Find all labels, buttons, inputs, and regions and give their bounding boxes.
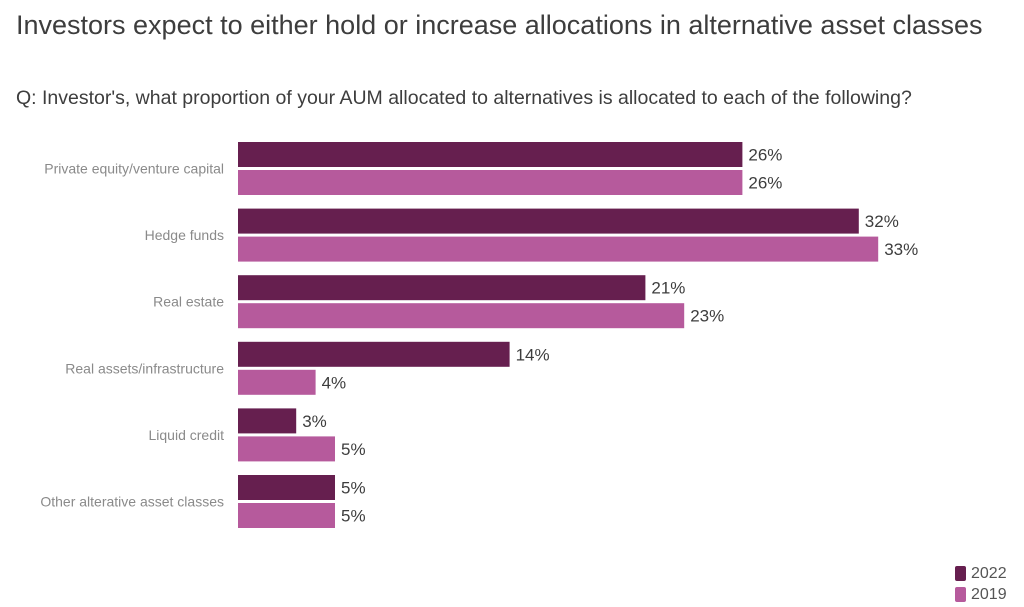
chart-title: Investors expect to either hold or incre… bbox=[16, 10, 983, 40]
chart-subtitle: Q: Investor's, what proportion of your A… bbox=[16, 87, 912, 109]
legend-item-2019: 2019 bbox=[955, 584, 1007, 605]
bars bbox=[238, 142, 879, 528]
bar-2019-real-assets-infrastructure bbox=[238, 369, 316, 395]
category-labels: Private equity/venture capital Hedge fund… bbox=[40, 161, 224, 510]
legend-swatch-2019 bbox=[955, 587, 966, 602]
bar-2022-real-estate bbox=[238, 275, 646, 301]
category-label-real-estate: Real estate bbox=[153, 294, 224, 310]
value-label-2022-real-estate: 21% bbox=[651, 279, 685, 298]
value-label-2022-other-alterative-asset-classes: 5% bbox=[341, 479, 366, 498]
value-label-2022-liquid-credit: 3% bbox=[302, 412, 327, 431]
value-label-2022-hedge-funds: 32% bbox=[865, 212, 899, 231]
bar-2022-real-assets-infrastructure bbox=[238, 341, 510, 367]
bar-2019-real-estate bbox=[238, 303, 685, 329]
category-label-real-assets-infrastructure: Real assets/infrastructure bbox=[65, 360, 224, 376]
value-label-2022-private-equity-venture-capital: 26% bbox=[748, 146, 782, 165]
bar-2019-other-alterative-asset-classes bbox=[238, 503, 335, 528]
category-label-liquid-credit: Liquid credit bbox=[149, 427, 225, 443]
value-label-2019-private-equity-venture-capital: 26% bbox=[748, 174, 782, 193]
bar-2019-hedge-funds bbox=[238, 236, 879, 262]
bar-2022-hedge-funds bbox=[238, 208, 859, 234]
legend-item-2022: 2022 bbox=[955, 563, 1007, 584]
bar-2019-private-equity-venture-capital bbox=[238, 170, 743, 195]
value-label-2019-real-assets-infrastructure: 4% bbox=[322, 373, 347, 392]
value-label-2019-hedge-funds: 33% bbox=[884, 240, 918, 259]
bar-2022-other-alterative-asset-classes bbox=[238, 475, 335, 500]
bar-2019-liquid-credit bbox=[238, 436, 335, 462]
bar-2022-liquid-credit bbox=[238, 408, 297, 434]
value-labels: 26% 26% 32% 33% 21% 23% 14% 4% 3% 5% 5% 5% bbox=[302, 146, 918, 526]
bar-chart: Private equity/venture capital Hedge fund… bbox=[40, 142, 918, 528]
bar-2022-private-equity-venture-capital bbox=[238, 142, 743, 167]
legend: 2022 2019 bbox=[955, 563, 1007, 605]
legend-label-2019: 2019 bbox=[971, 585, 1007, 603]
value-label-2019-real-estate: 23% bbox=[690, 307, 724, 326]
legend-label-2022: 2022 bbox=[971, 564, 1007, 582]
value-label-2019-liquid-credit: 5% bbox=[341, 440, 366, 459]
category-label-private-equity-venture-capital: Private equity/venture capital bbox=[44, 161, 224, 177]
legend-swatch-2022 bbox=[955, 566, 966, 581]
category-label-hedge-funds: Hedge funds bbox=[145, 227, 224, 243]
value-label-2022-real-assets-infrastructure: 14% bbox=[516, 345, 550, 364]
value-label-2019-other-alterative-asset-classes: 5% bbox=[341, 507, 366, 526]
category-label-other-alterative-asset-classes: Other alterative asset classes bbox=[40, 494, 224, 510]
